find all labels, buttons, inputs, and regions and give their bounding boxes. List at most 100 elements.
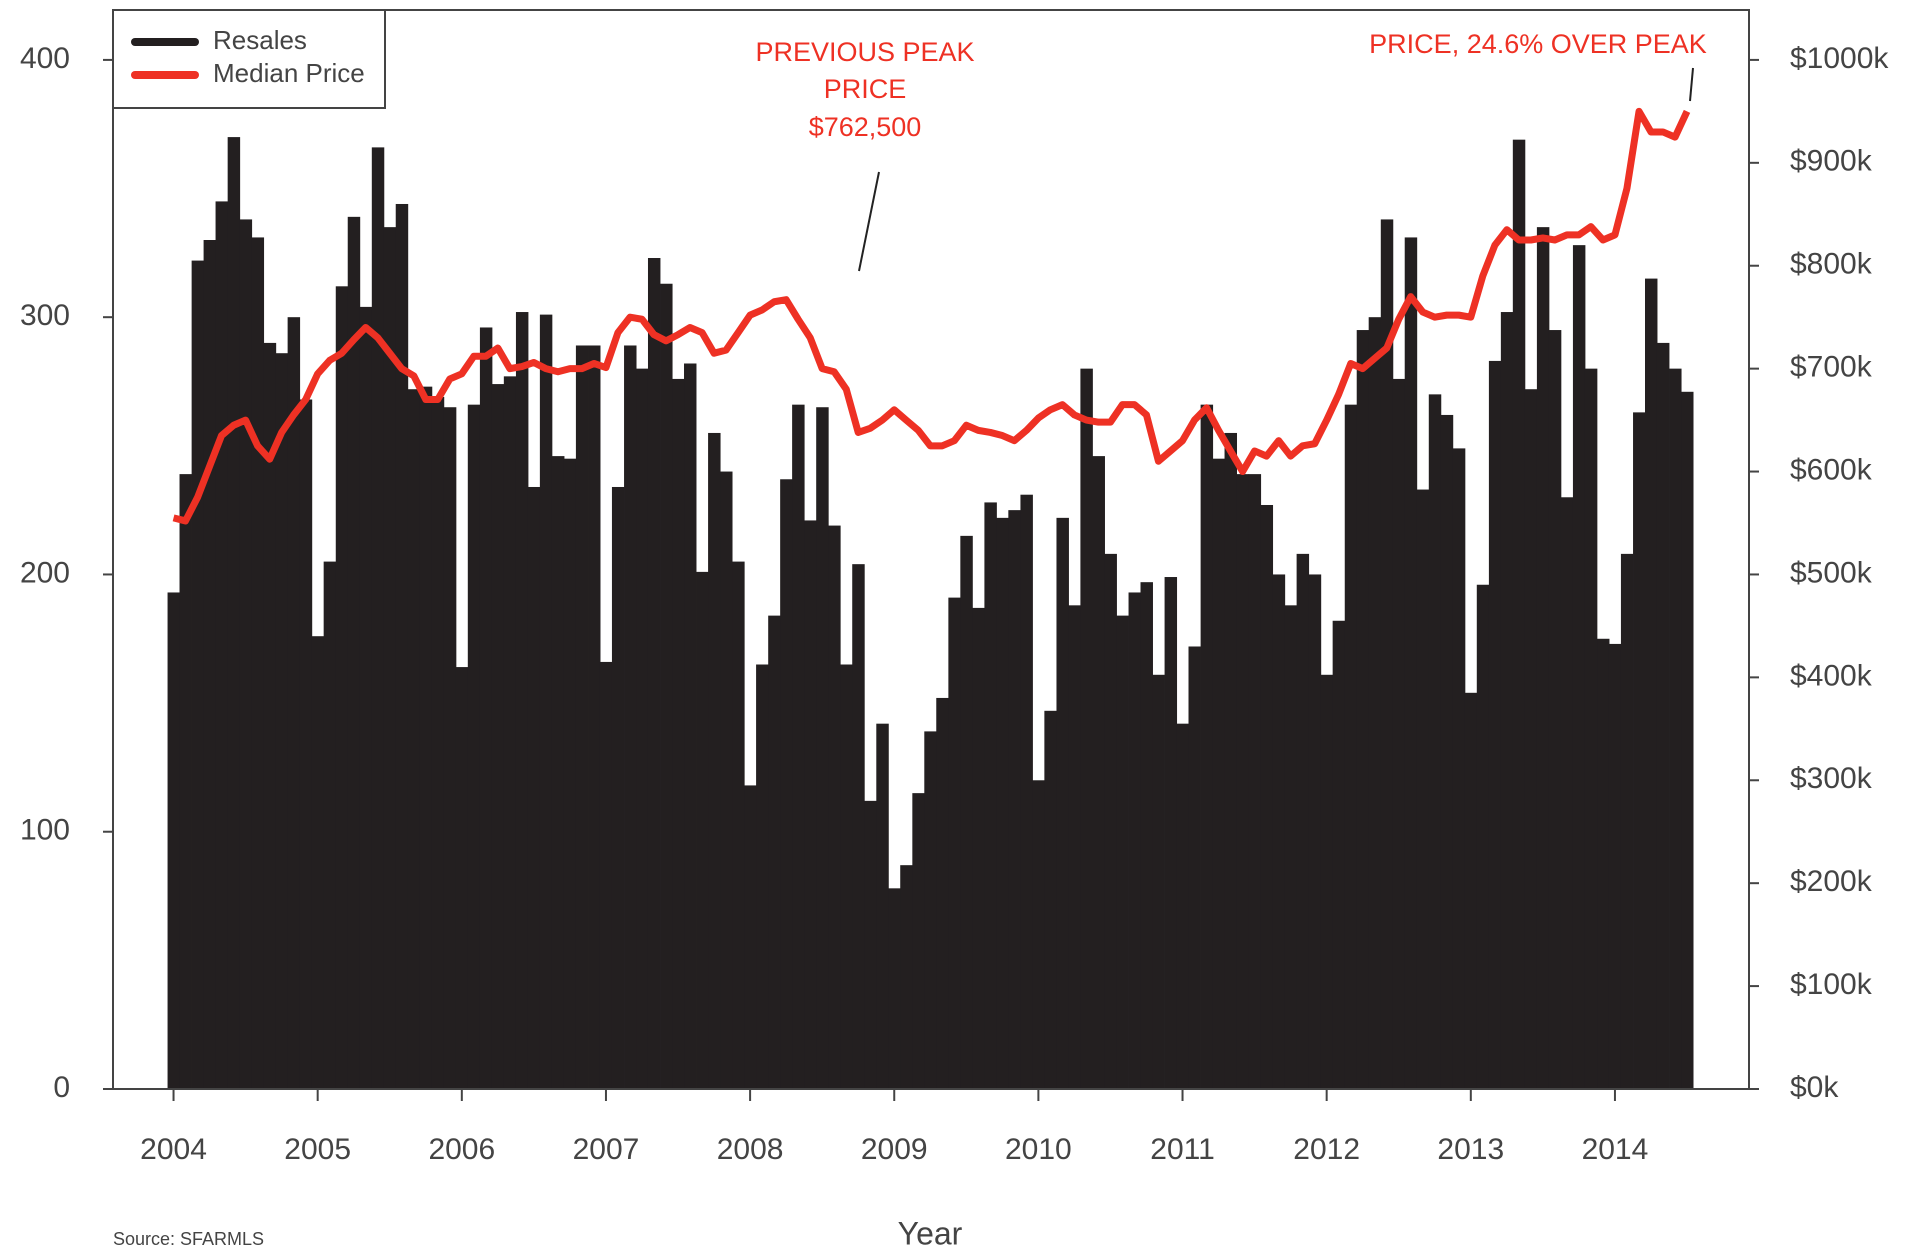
- bar: [900, 865, 913, 1089]
- x-tick-label: 2012: [1293, 1133, 1360, 1166]
- bar: [251, 237, 265, 1089]
- bar: [239, 219, 253, 1089]
- bar: [864, 800, 877, 1089]
- bar: [599, 661, 613, 1089]
- bar: [215, 201, 229, 1089]
- bar: [1152, 674, 1165, 1089]
- bar: [323, 561, 337, 1089]
- bar: [684, 363, 697, 1089]
- leader-line: [1689, 67, 1694, 102]
- x-tick-label: 2009: [861, 1133, 928, 1166]
- bar: [756, 664, 769, 1089]
- bar: [1669, 368, 1682, 1089]
- bar: [1645, 278, 1658, 1089]
- bar: [371, 147, 385, 1089]
- annotation: $762,500: [809, 112, 922, 142]
- bar: [672, 378, 685, 1089]
- y2-tick-label: $100k: [1790, 968, 1873, 1001]
- bar: [624, 345, 637, 1090]
- y-tick-label: 400: [20, 42, 70, 75]
- bar: [1176, 723, 1190, 1089]
- bar: [467, 404, 481, 1089]
- bar: [588, 345, 601, 1090]
- bar: [888, 888, 901, 1089]
- bar: [720, 471, 733, 1089]
- y-tick-label: 200: [20, 556, 70, 589]
- bar: [1681, 391, 1694, 1089]
- plot-marks: [167, 107, 1694, 1090]
- bar: [1236, 474, 1250, 1089]
- bar: [792, 404, 805, 1089]
- bar: [383, 227, 397, 1089]
- bar: [167, 592, 181, 1089]
- bar: [263, 342, 277, 1089]
- price-line: [172, 107, 1691, 525]
- bar: [335, 286, 349, 1090]
- bar: [1188, 646, 1201, 1089]
- bar: [1440, 414, 1454, 1089]
- x-tick-label: 2006: [428, 1133, 495, 1166]
- annotation: PREVIOUS PEAK: [755, 37, 974, 67]
- y2-tick-label: $900k: [1790, 145, 1873, 178]
- bar: [275, 353, 289, 1089]
- bar: [1092, 456, 1105, 1089]
- y2-tick-label: $0k: [1790, 1071, 1839, 1104]
- bar: [1224, 432, 1238, 1089]
- bar: [515, 312, 529, 1089]
- bar: [1020, 494, 1033, 1089]
- y2-tick-label: $500k: [1790, 556, 1873, 589]
- y-tick-label: 300: [20, 299, 70, 332]
- bar: [1320, 674, 1334, 1089]
- bar: [1056, 517, 1069, 1089]
- bar: [744, 785, 757, 1089]
- bar: [1428, 394, 1442, 1089]
- legend-label: Resales: [213, 25, 307, 55]
- y2-tick-label: $300k: [1790, 762, 1873, 795]
- x-tick-label: 2013: [1437, 1133, 1504, 1166]
- annotation: PRICE, 24.6% OVER PEAK: [1369, 29, 1707, 59]
- bar: [203, 240, 217, 1089]
- bar: [816, 407, 829, 1090]
- bar: [1380, 219, 1394, 1089]
- y2-tick-label: $700k: [1790, 351, 1873, 384]
- bar: [407, 389, 421, 1089]
- bar: [1633, 412, 1646, 1089]
- y2-tick-label: $200k: [1790, 865, 1873, 898]
- bar: [347, 216, 361, 1089]
- bar: [1404, 237, 1418, 1089]
- y-tick-label: 100: [20, 814, 70, 847]
- bar: [551, 456, 565, 1089]
- bar: [1248, 474, 1262, 1089]
- bar: [1212, 458, 1226, 1090]
- bar: [1068, 605, 1081, 1089]
- bar: [359, 306, 373, 1089]
- bar: [1464, 692, 1478, 1089]
- bar: [924, 731, 937, 1089]
- bar: [1296, 553, 1310, 1089]
- bar: [1032, 780, 1045, 1089]
- bar: [1080, 368, 1093, 1089]
- bar: [732, 561, 745, 1089]
- annotation: PRICE: [824, 74, 907, 104]
- bar: [1284, 605, 1298, 1089]
- bar: [660, 283, 673, 1089]
- bar: [804, 520, 817, 1089]
- bar: [1272, 574, 1286, 1089]
- bar: [1368, 317, 1382, 1089]
- bar: [311, 636, 325, 1089]
- plot-frame: [112, 9, 1750, 1090]
- legend-box: [112, 9, 386, 109]
- bar: [1524, 389, 1538, 1089]
- bar: [1608, 643, 1622, 1089]
- bar: [936, 697, 949, 1089]
- bar: [1356, 330, 1370, 1089]
- leader-line: [858, 171, 880, 272]
- bar: [984, 502, 997, 1089]
- bar: [611, 486, 625, 1090]
- x-tick-label: 2008: [717, 1133, 784, 1166]
- bar: [527, 486, 541, 1090]
- bar: [708, 432, 721, 1089]
- bar: [1044, 710, 1057, 1089]
- bar: [1597, 638, 1610, 1089]
